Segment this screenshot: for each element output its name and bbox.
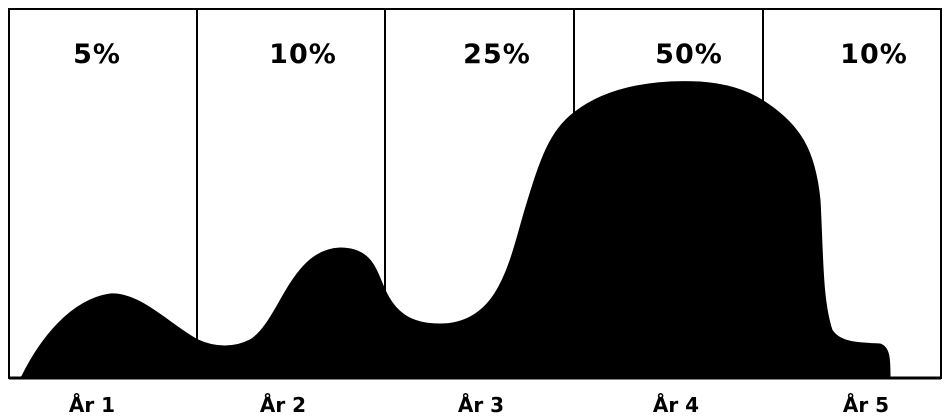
distribution-area: [18, 81, 891, 379]
year-tick-label: År 4: [653, 393, 699, 417]
year-tick-label: År 3: [458, 393, 504, 417]
year-tick-label: År 5: [843, 393, 889, 417]
segment-pct-label: 50%: [655, 39, 723, 70]
segment-pct-label: 5%: [73, 39, 121, 70]
year-tick-label: År 2: [260, 393, 306, 417]
segment-pct-label: 10%: [840, 39, 908, 70]
segment-pct-label: 10%: [269, 39, 337, 70]
year-tick-label: År 1: [69, 393, 115, 417]
segment-pct-label: 25%: [463, 39, 531, 70]
